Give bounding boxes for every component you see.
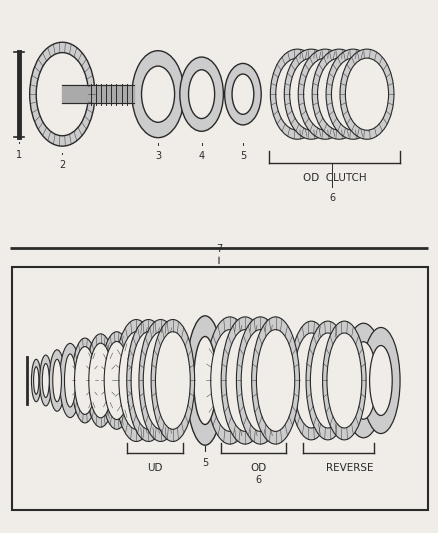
- Text: REVERSE: REVERSE: [326, 463, 373, 473]
- Text: 7: 7: [216, 244, 222, 254]
- Text: 6: 6: [255, 475, 261, 486]
- Text: 3: 3: [155, 151, 161, 161]
- Ellipse shape: [119, 332, 154, 429]
- Ellipse shape: [141, 66, 175, 122]
- Ellipse shape: [362, 327, 400, 433]
- Ellipse shape: [232, 74, 254, 114]
- Text: 1: 1: [16, 150, 22, 160]
- Ellipse shape: [256, 329, 295, 431]
- Ellipse shape: [101, 332, 132, 429]
- Ellipse shape: [30, 42, 95, 146]
- Ellipse shape: [115, 319, 158, 441]
- Ellipse shape: [327, 333, 362, 428]
- Ellipse shape: [42, 364, 49, 398]
- Ellipse shape: [89, 343, 113, 418]
- Ellipse shape: [343, 323, 385, 438]
- Ellipse shape: [72, 338, 98, 423]
- Ellipse shape: [284, 49, 338, 139]
- Ellipse shape: [40, 355, 52, 406]
- Ellipse shape: [290, 58, 333, 130]
- Ellipse shape: [332, 58, 374, 130]
- Ellipse shape: [104, 342, 129, 419]
- Ellipse shape: [86, 334, 116, 427]
- Ellipse shape: [322, 321, 366, 440]
- Ellipse shape: [155, 332, 190, 429]
- Ellipse shape: [53, 359, 61, 402]
- Ellipse shape: [131, 332, 166, 429]
- Ellipse shape: [139, 319, 183, 441]
- Text: 4: 4: [198, 151, 205, 161]
- Ellipse shape: [312, 49, 366, 139]
- Ellipse shape: [186, 316, 224, 445]
- Ellipse shape: [311, 333, 345, 428]
- Ellipse shape: [211, 329, 249, 431]
- Ellipse shape: [188, 70, 215, 118]
- Ellipse shape: [127, 319, 170, 441]
- Ellipse shape: [180, 57, 223, 131]
- Ellipse shape: [143, 332, 178, 429]
- Ellipse shape: [304, 58, 347, 130]
- Text: 2: 2: [59, 160, 65, 171]
- Ellipse shape: [276, 58, 319, 130]
- Ellipse shape: [60, 343, 81, 418]
- Ellipse shape: [370, 345, 392, 416]
- Ellipse shape: [64, 354, 76, 407]
- Text: OD  CLUTCH: OD CLUTCH: [303, 173, 366, 183]
- Text: OD: OD: [250, 463, 266, 473]
- Ellipse shape: [32, 359, 41, 402]
- Ellipse shape: [34, 367, 39, 394]
- Text: UD: UD: [147, 463, 163, 473]
- Ellipse shape: [346, 58, 389, 130]
- Ellipse shape: [340, 49, 394, 139]
- Ellipse shape: [252, 317, 300, 444]
- Ellipse shape: [241, 329, 279, 431]
- Ellipse shape: [270, 49, 324, 139]
- Ellipse shape: [194, 336, 216, 424]
- Ellipse shape: [206, 317, 254, 444]
- Ellipse shape: [221, 317, 269, 444]
- Ellipse shape: [326, 49, 380, 139]
- Bar: [12, 266, 428, 511]
- Ellipse shape: [151, 319, 194, 441]
- Text: 6: 6: [329, 193, 335, 203]
- Ellipse shape: [294, 333, 328, 428]
- Ellipse shape: [49, 350, 65, 411]
- Ellipse shape: [306, 321, 350, 440]
- Ellipse shape: [132, 51, 184, 138]
- Ellipse shape: [298, 49, 352, 139]
- Ellipse shape: [74, 346, 95, 415]
- Ellipse shape: [237, 317, 284, 444]
- Text: 5: 5: [240, 151, 246, 161]
- Ellipse shape: [318, 58, 361, 130]
- Ellipse shape: [350, 342, 377, 419]
- Ellipse shape: [225, 63, 261, 125]
- Ellipse shape: [226, 329, 264, 431]
- Text: 5: 5: [202, 458, 208, 469]
- Ellipse shape: [290, 321, 333, 440]
- Ellipse shape: [36, 53, 88, 136]
